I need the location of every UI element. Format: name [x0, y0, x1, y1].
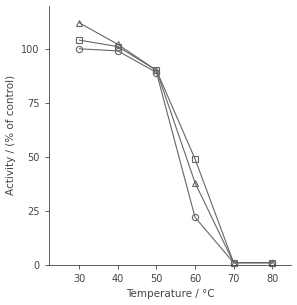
X-axis label: Temperature / °C: Temperature / °C	[126, 289, 214, 300]
Y-axis label: Activity / (% of control): Activity / (% of control)	[6, 75, 15, 195]
